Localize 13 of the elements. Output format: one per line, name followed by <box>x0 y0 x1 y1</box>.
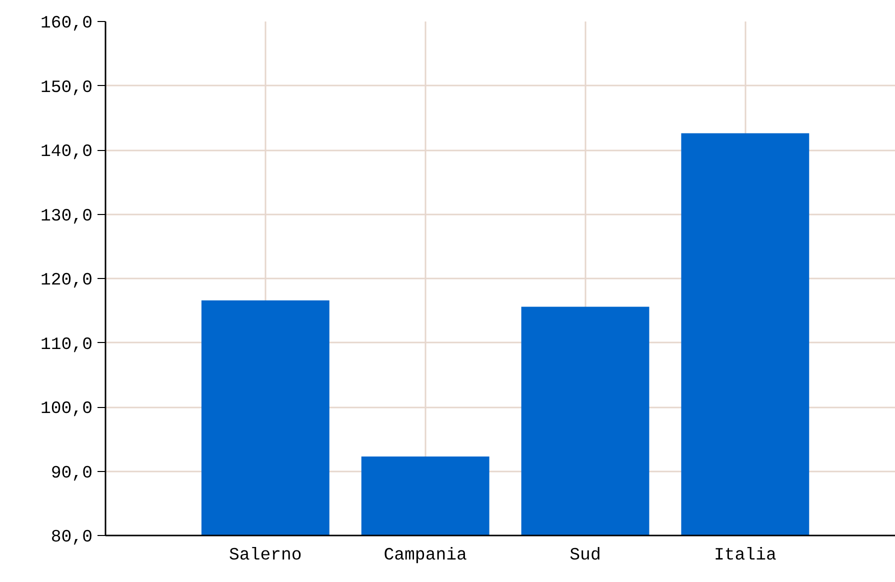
y-tick-label: 110,0 <box>40 336 93 355</box>
x-tick-label: Sud <box>570 546 601 566</box>
y-tick-label: 120,0 <box>40 272 93 290</box>
y-tick-label: 80,0 <box>50 528 93 548</box>
y-tick-label: 140,0 <box>40 143 93 162</box>
y-tick-label: 130,0 <box>40 207 93 226</box>
y-tick-label: 90,0 <box>50 464 93 484</box>
x-tick-label: Italia <box>714 546 776 566</box>
y-tick-label: 100,0 <box>40 400 93 419</box>
y-tick-label: 150,0 <box>40 78 93 98</box>
x-tick-label: Salerno <box>229 546 302 566</box>
x-tick-label: Campania <box>384 546 467 566</box>
y-tick-label: 160,0 <box>40 14 93 34</box>
